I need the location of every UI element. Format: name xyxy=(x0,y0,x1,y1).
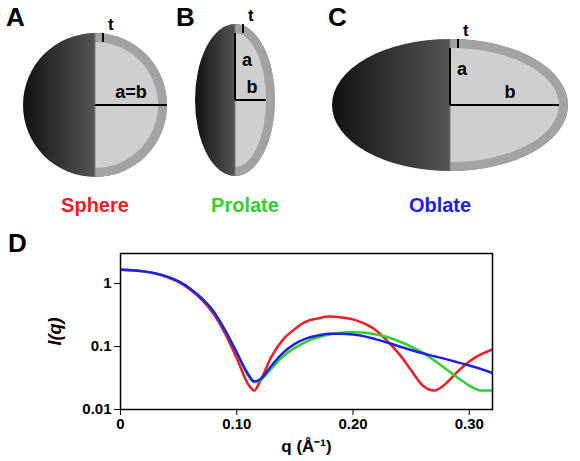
svg-text:a: a xyxy=(242,50,253,70)
svg-text:Oblate: Oblate xyxy=(409,194,471,216)
html-text:D: D xyxy=(8,228,27,258)
svg-text:a: a xyxy=(457,59,468,79)
svg-text:A: A xyxy=(6,2,25,32)
svg-text:t: t xyxy=(248,6,254,25)
svg-text:I(q): I(q) xyxy=(45,318,65,346)
svg-text:t: t xyxy=(108,15,114,34)
svg-text:C: C xyxy=(328,2,347,32)
svg-text:b: b xyxy=(504,82,515,102)
svg-text:t: t xyxy=(463,21,469,40)
svg-text:Sphere: Sphere xyxy=(61,194,129,216)
svg-text:1: 1 xyxy=(103,274,111,291)
svg-text:0.1: 0.1 xyxy=(91,337,112,354)
svg-text:a=b: a=b xyxy=(115,82,147,102)
svg-text:0: 0 xyxy=(116,415,124,432)
svg-text:Prolate: Prolate xyxy=(211,194,279,216)
svg-text:0.20: 0.20 xyxy=(338,415,367,432)
svg-text:0.30: 0.30 xyxy=(455,415,484,432)
svg-text:q (Å⁻¹): q (Å⁻¹) xyxy=(281,437,331,456)
svg-text:B: B xyxy=(176,2,195,32)
svg-text:0.10: 0.10 xyxy=(222,415,251,432)
svg-text:0.01: 0.01 xyxy=(82,400,111,417)
svg-text:b: b xyxy=(247,77,258,97)
